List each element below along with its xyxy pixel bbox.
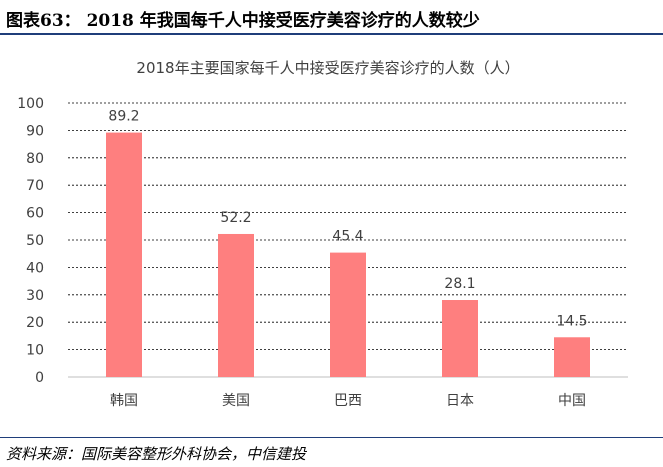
y-tick-label: 30 — [26, 288, 44, 304]
y-tick-label: 0 — [35, 370, 44, 386]
y-tick-label: 90 — [26, 123, 44, 139]
bar — [554, 337, 590, 377]
source-note: 资料来源：国际美容整形外科协会，中信建投 — [6, 445, 307, 463]
data-label: 28.1 — [444, 276, 475, 292]
y-tick-label: 80 — [26, 151, 44, 167]
bar-chart: 2018年主要国家每千人中接受医疗美容诊疗的人数（人） 0 10 20 30 40 50 60… — [17, 59, 628, 409]
y-tick-label: 20 — [26, 315, 44, 331]
x-tick-label: 中国 — [558, 393, 586, 409]
figure-title: 图表63： 2018 年我国每千人中接受医疗美容诊疗的人数较少 — [6, 11, 480, 31]
y-tick-label: 10 — [26, 343, 44, 359]
data-label: 14.5 — [556, 313, 587, 329]
y-tick-label: 40 — [26, 260, 44, 276]
footer-divider — [0, 437, 663, 438]
chart-area: 2018年主要国家每千人中接受医疗美容诊疗的人数（人） 0 10 20 30 40 50 60… — [0, 40, 663, 435]
chart-title: 2018年主要国家每千人中接受医疗美容诊疗的人数（人） — [136, 59, 519, 77]
y-tick-label: 70 — [26, 178, 44, 194]
x-tick-label: 韩国 — [110, 393, 138, 409]
x-tick-label: 巴西 — [334, 393, 362, 409]
bar — [106, 132, 142, 377]
report-header: 图表63： 2018 年我国每千人中接受医疗美容诊疗的人数较少 — [0, 0, 663, 38]
y-tick-label: 100 — [17, 96, 44, 112]
x-tick-label: 美国 — [222, 393, 250, 409]
header-divider — [0, 33, 663, 35]
y-tick-label: 50 — [26, 233, 44, 249]
bar — [218, 233, 254, 377]
y-tick-label: 60 — [26, 206, 44, 222]
bar — [330, 252, 366, 377]
data-label: 89.2 — [108, 109, 139, 125]
data-label: 45.4 — [332, 229, 363, 245]
x-tick-label: 日本 — [446, 393, 474, 409]
bar — [442, 300, 478, 377]
data-label: 52.2 — [220, 210, 251, 226]
